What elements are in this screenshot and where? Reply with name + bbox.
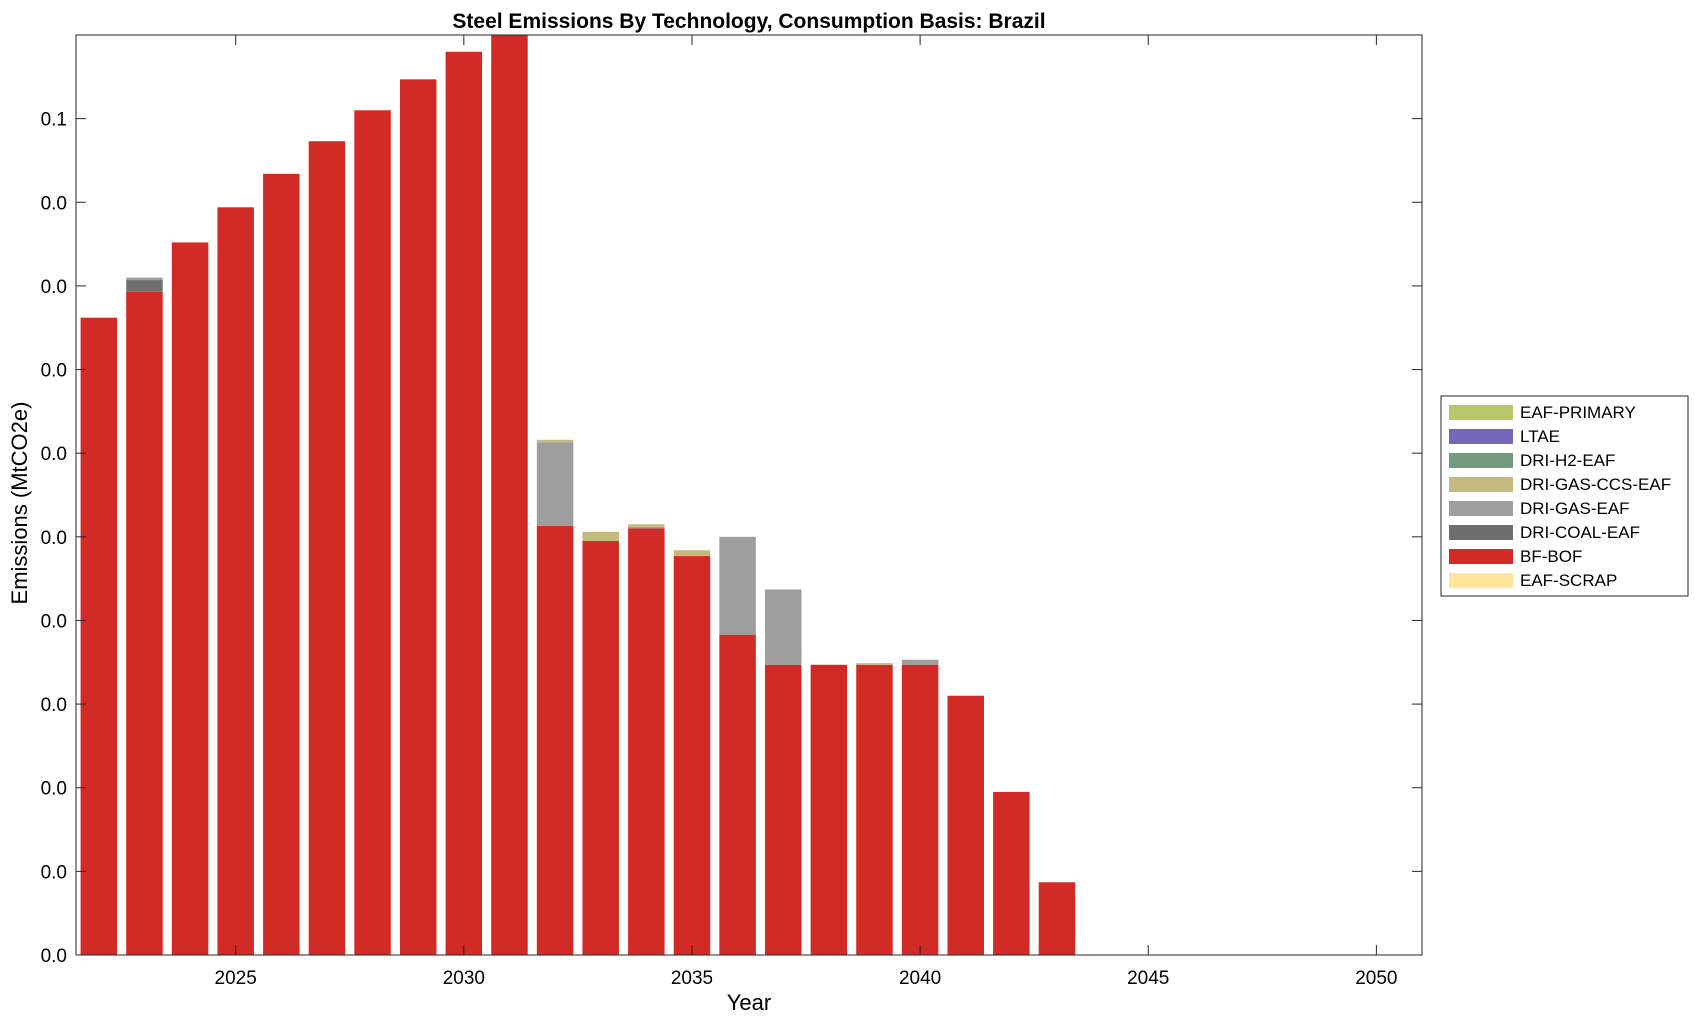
bar-2037-bf-bof <box>764 664 802 955</box>
legend-label-dri-gas-ccs-eaf: DRI-GAS-CCS-EAF <box>1520 475 1671 494</box>
bar-2037-dri-gas-eaf <box>764 589 802 665</box>
bar-2035-dri-gas-ccs-eaf <box>673 550 711 557</box>
bar-2034-dri-gas-ccs-eaf <box>628 524 665 527</box>
x-tick-label: 2045 <box>1127 968 1169 989</box>
x-axis-label: Year <box>727 990 771 1015</box>
y-tick-label: 0.0 <box>41 193 67 214</box>
y-tick-label: 0.0 <box>41 862 67 883</box>
bar-2023-bf-bof <box>126 291 163 955</box>
bar-2040-bf-bof <box>901 664 939 955</box>
legend-label-bf-bof: BF-BOF <box>1520 547 1582 566</box>
legend-label-dri-coal-eaf: DRI-COAL-EAF <box>1520 523 1640 542</box>
bar-2043-bf-bof <box>1038 882 1076 955</box>
legend-swatch-eaf-primary <box>1449 405 1513 420</box>
bar-2036-bf-bof <box>719 634 756 955</box>
legend-label-eaf-primary: EAF-PRIMARY <box>1520 403 1636 422</box>
bar-2022-bf-bof <box>80 317 118 955</box>
legend-swatch-dri-h2-eaf <box>1449 453 1513 468</box>
x-tick-label: 2040 <box>899 968 941 989</box>
bar-2040-dri-gas-eaf <box>901 659 939 665</box>
legend-label-dri-h2-eaf: DRI-H2-EAF <box>1520 451 1615 470</box>
bar-2031-bf-bof <box>491 35 528 955</box>
y-tick-label: 0.0 <box>41 277 67 298</box>
y-tick-label: 0.0 <box>41 779 67 800</box>
bar-2042-bf-bof <box>993 791 1030 955</box>
y-tick-label: 0.0 <box>41 695 67 716</box>
bar-2024-bf-bof <box>171 242 209 956</box>
bar-2032-dri-gas-eaf <box>536 442 574 526</box>
axes-layer: 2025 2030 2035 2040 2045 2050 0.0 0.0 0.0 0.0 0.0 0… <box>41 35 1422 989</box>
y-tick-label: 0.1 <box>41 110 67 131</box>
bar-2034-bf-bof <box>628 528 665 955</box>
bar-2033-dri-gas-ccs-eaf <box>582 531 619 541</box>
bar-2032-bf-bof <box>536 525 574 955</box>
bar-2035-bf-bof <box>673 556 711 955</box>
legend-swatch-dri-coal-eaf <box>1449 525 1513 540</box>
bar-2023-dri-gas-eaf <box>126 277 163 281</box>
x-tick-label: 2030 <box>443 968 485 989</box>
y-tick-label: 0.0 <box>41 444 67 465</box>
bar-2036-dri-gas-eaf <box>719 536 756 635</box>
legend-label-dri-gas-eaf: DRI-GAS-EAF <box>1520 499 1630 518</box>
x-tick-label: 2025 <box>215 968 257 989</box>
bar-2041-bf-bof <box>947 695 984 955</box>
bar-2033-bf-bof <box>582 541 619 955</box>
y-tick-label: 0.0 <box>41 361 67 382</box>
legend-swatch-ltae <box>1449 429 1513 444</box>
legend-box <box>1440 395 1689 597</box>
bar-2034-dri-gas-eaf <box>628 526 665 529</box>
y-tick-label: 0.0 <box>41 946 67 967</box>
bar-layer <box>80 35 1076 956</box>
bar-2027-bf-bof <box>308 141 346 956</box>
bar-2026-bf-bof <box>263 173 300 956</box>
bar-2030-bf-bof <box>445 51 483 956</box>
y-axis-label: Emissions (MtCO2e) <box>7 402 32 605</box>
legend-label-eaf-scrap: EAF-SCRAP <box>1520 571 1617 590</box>
bar-2029-bf-bof <box>399 79 437 955</box>
legend-label-ltae: LTAE <box>1520 427 1560 446</box>
legend-swatch-bf-bof <box>1449 549 1513 564</box>
bar-2028-bf-bof <box>354 110 391 955</box>
bar-2039-dri-gas-ccs-eaf <box>856 663 893 665</box>
plot-frame <box>75 34 1423 956</box>
x-tick-label: 2035 <box>671 968 713 989</box>
legend-swatch-eaf-scrap <box>1449 573 1513 588</box>
legend: EAF-PRIMARY LTAE DRI-H2-EAF DRI-GAS-CCS-EAF… <box>1440 395 1689 597</box>
legend-swatch-dri-gas-ccs-eaf <box>1449 477 1513 492</box>
bar-2032-dri-gas-ccs-eaf <box>536 439 574 443</box>
y-tick-label: 0.0 <box>41 611 67 632</box>
bar-2039-bf-bof <box>856 664 893 955</box>
legend-swatch-dri-gas-eaf <box>1449 501 1513 516</box>
x-tick-label: 2050 <box>1355 968 1397 989</box>
bar-2025-bf-bof <box>217 207 254 956</box>
chart-title: Steel Emissions By Technology, Consumpti… <box>452 10 1045 33</box>
y-tick-label: 0.0 <box>41 528 67 549</box>
bar-2038-bf-bof <box>810 664 848 955</box>
bar-2023-dri-coal-eaf <box>126 280 163 292</box>
